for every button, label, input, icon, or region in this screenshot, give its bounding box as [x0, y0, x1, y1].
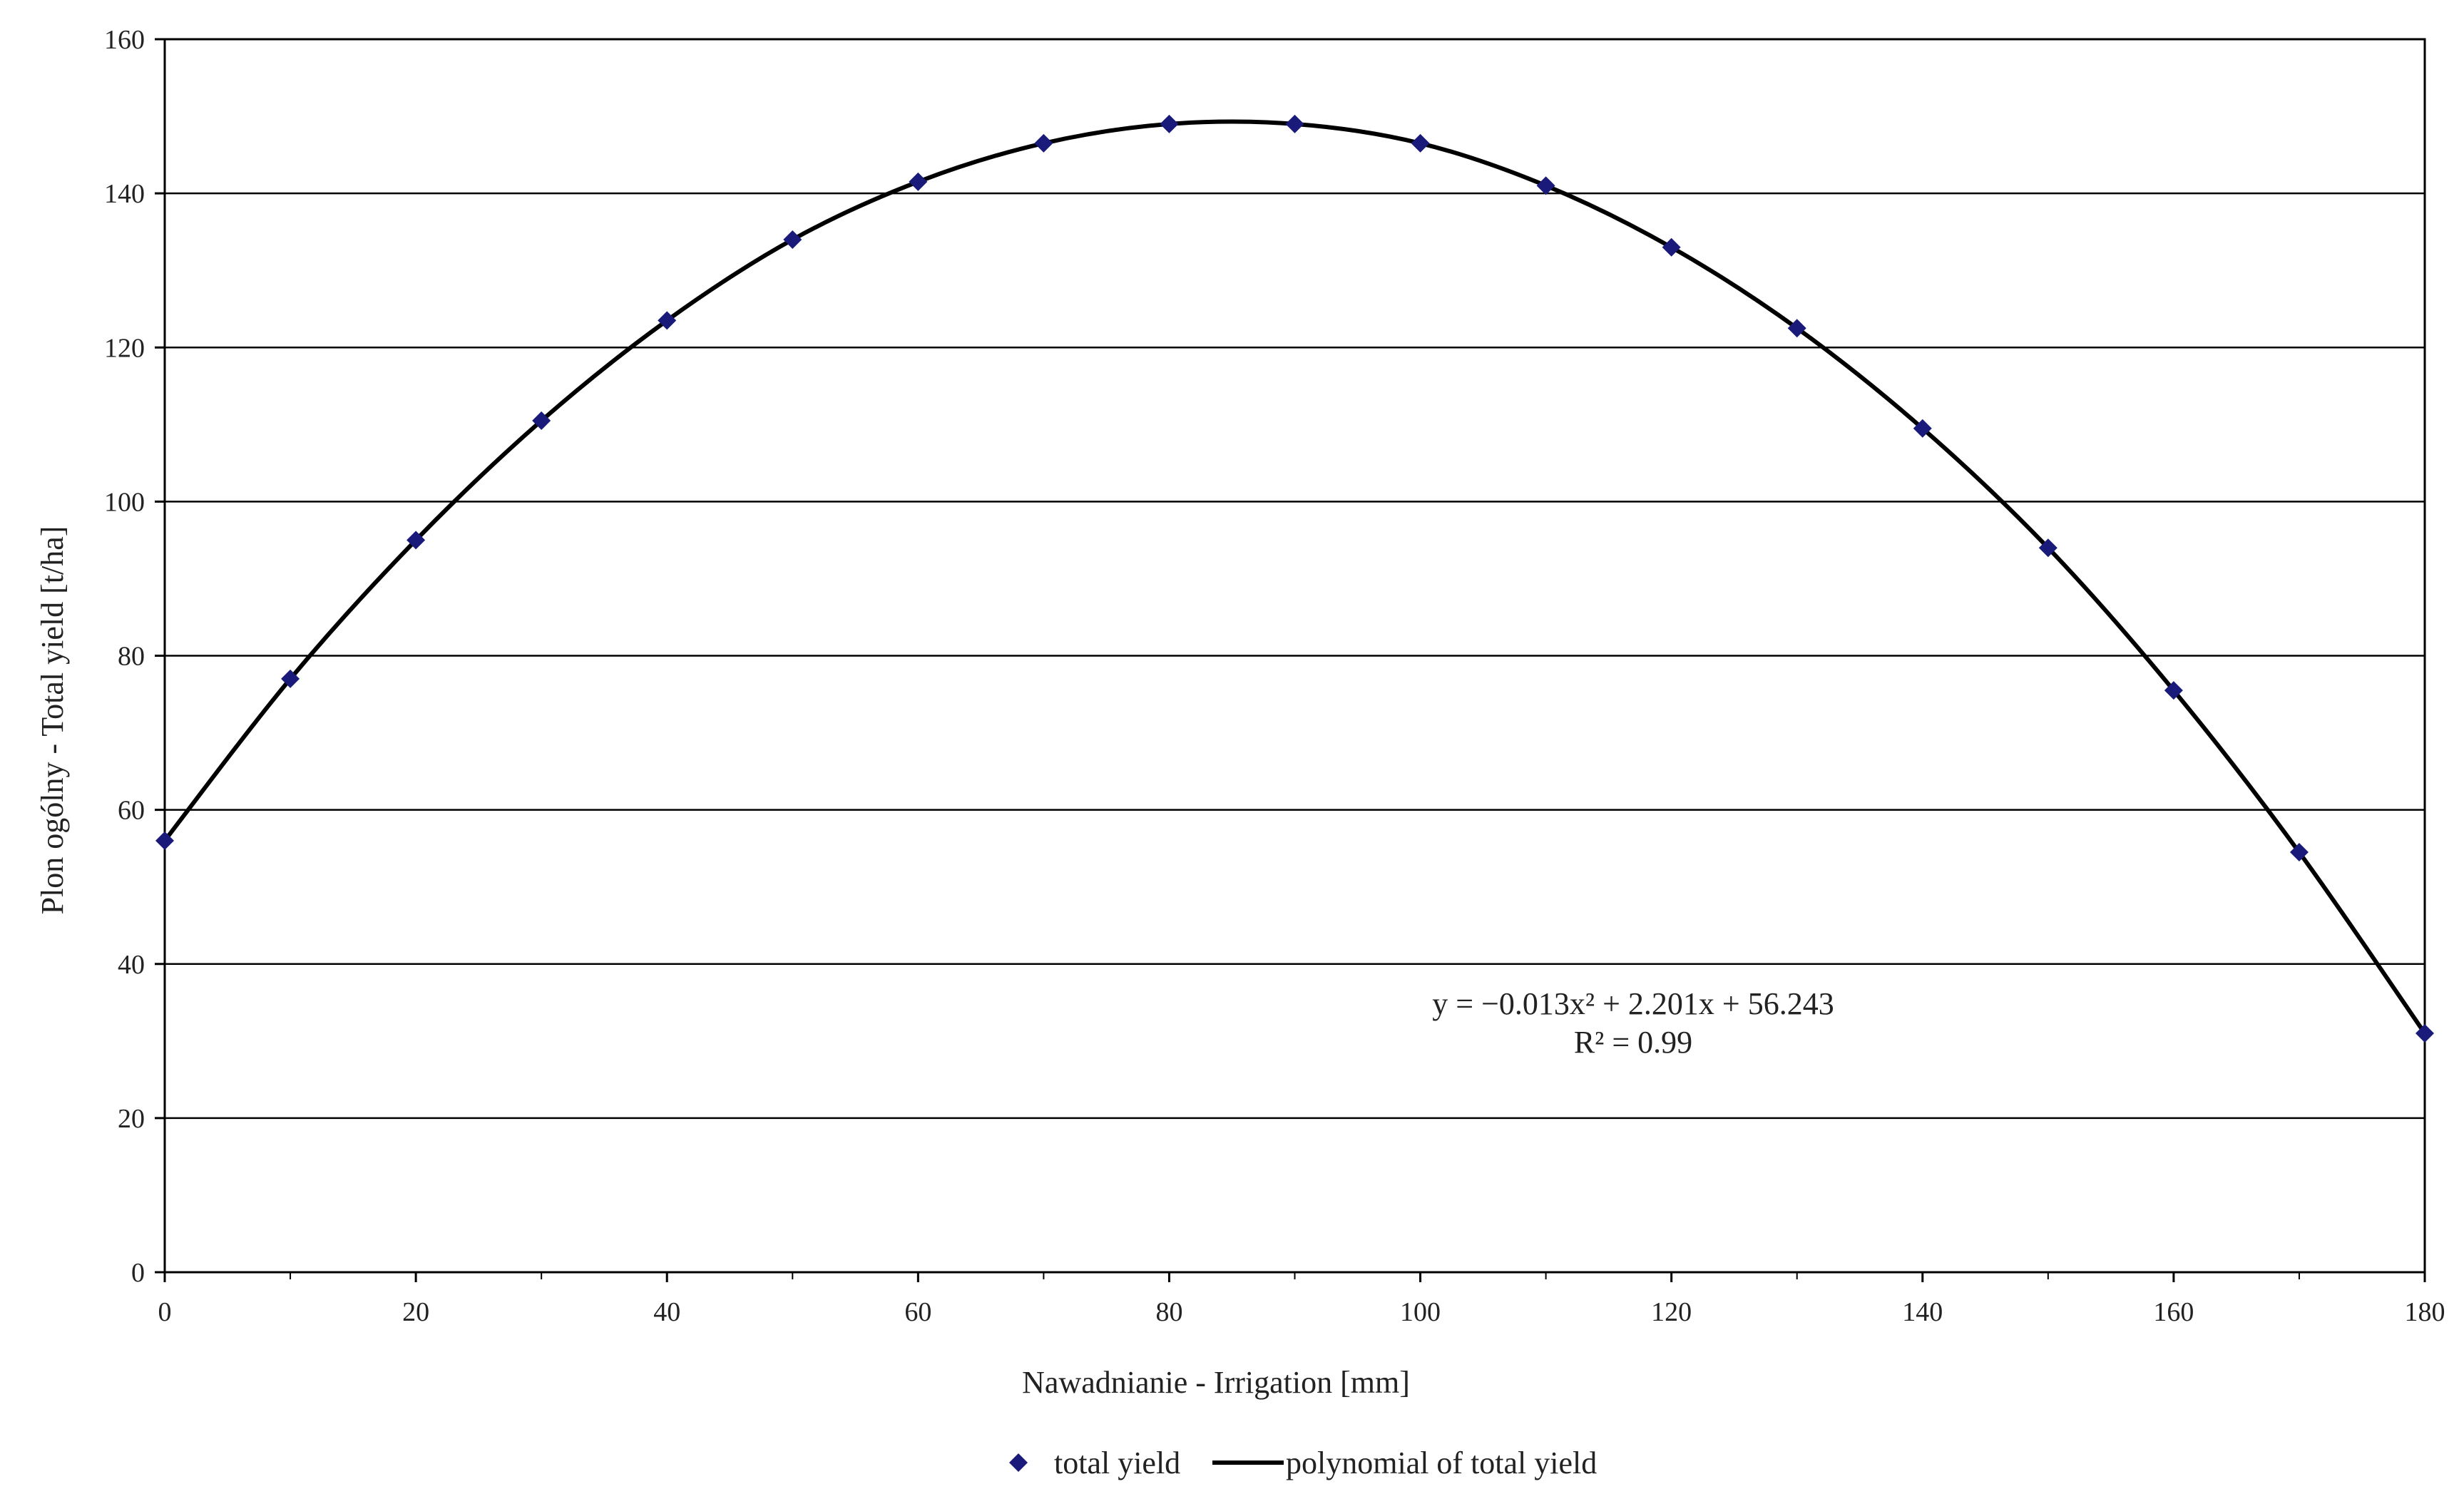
r-squared-label: R² = 0.99: [1574, 1025, 1692, 1060]
y-tick-label: 60: [118, 796, 145, 826]
polynomial-fit-line: [163, 119, 2427, 1035]
x-tick-label: 0: [158, 1297, 172, 1327]
data-point: [1536, 176, 1555, 195]
data-point: [155, 831, 174, 850]
y-axis-ticks: 0 20 40 60 80 100 120 140 160: [104, 25, 165, 1288]
data-point: [2289, 843, 2309, 862]
data-point: [1034, 133, 1053, 153]
y-tick-label: 80: [118, 642, 145, 672]
y-tick-label: 140: [104, 179, 145, 209]
y-tick-label: 20: [118, 1104, 145, 1134]
x-tick-label: 120: [1651, 1297, 1692, 1327]
y-axis-title: Plon ogólny - Total yield [t/ha]: [35, 526, 70, 915]
data-point: [1787, 319, 1806, 338]
y-tick-label: 120: [104, 333, 145, 363]
data-point: [407, 531, 426, 550]
x-tick-label: 180: [2405, 1297, 2445, 1327]
legend-label-polynomial: polynomial of total yield: [1286, 1446, 1597, 1480]
legend-label-total-yield: total yield: [1054, 1446, 1180, 1480]
data-point: [1662, 237, 1681, 257]
data-point: [658, 311, 677, 330]
data-points: [155, 114, 2434, 1043]
data-point: [1913, 419, 1932, 438]
y-tick-label: 160: [104, 25, 145, 55]
grid: [165, 192, 2425, 1120]
x-tick-label: 160: [2153, 1297, 2194, 1327]
x-tick-label: 100: [1400, 1297, 1441, 1327]
x-tick-label: 60: [904, 1297, 931, 1327]
x-tick-label: 140: [1902, 1297, 1943, 1327]
y-tick-label: 40: [118, 950, 145, 980]
x-axis-title: Nawadnianie - Irrigation [mm]: [1022, 1365, 1410, 1400]
data-point: [783, 230, 802, 249]
legend-marker-total-yield: [1009, 1453, 1028, 1472]
data-point: [532, 411, 551, 430]
legend: total yield polynomial of total yield: [1009, 1446, 1597, 1480]
data-point: [1160, 114, 1179, 133]
data-point: [281, 669, 300, 688]
y-tick-label: 0: [131, 1258, 145, 1288]
x-tick-label: 40: [653, 1297, 680, 1327]
data-point: [2416, 1024, 2434, 1043]
data-point: [1285, 114, 1304, 133]
data-point: [2164, 681, 2183, 700]
x-tick-label: 80: [1155, 1297, 1182, 1327]
x-axis-ticks: 0 20 40 60 80 100 120 140 160 180: [158, 1272, 2445, 1327]
data-point: [909, 172, 928, 191]
x-tick-label: 20: [402, 1297, 429, 1327]
y-tick-label: 100: [104, 487, 145, 517]
data-point: [2038, 538, 2057, 558]
data-point: [1411, 133, 1430, 153]
trendline-equation: y = −0.013x² + 2.201x + 56.243: [1432, 986, 1834, 1021]
